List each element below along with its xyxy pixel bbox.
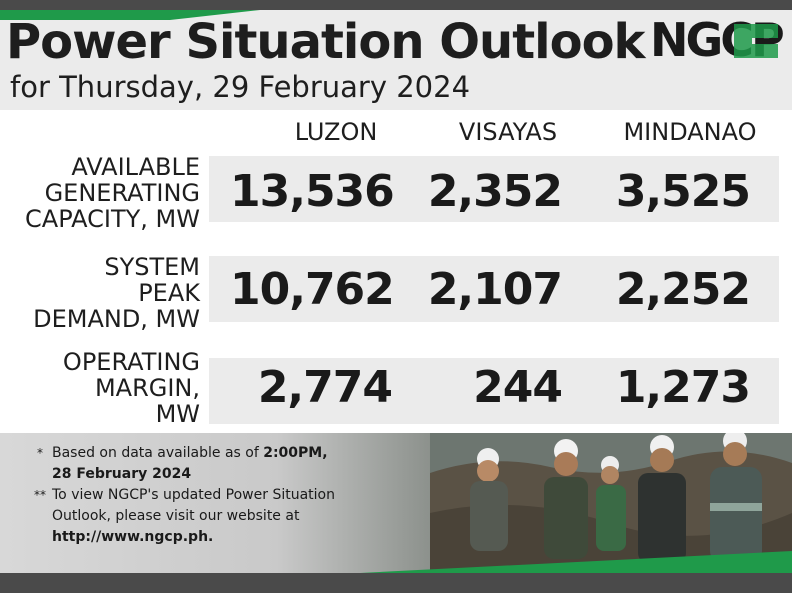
footnote-date: 28 February 2024 <box>52 466 192 482</box>
row-label-line: AVAILABLE <box>71 153 200 181</box>
row-label-line: OPERATING <box>62 348 200 376</box>
value-visayas-capacity: 2,352 <box>427 166 563 217</box>
row-label-line: CAPACITY, MW <box>25 205 200 233</box>
row-label-line: GENERATING <box>44 179 200 207</box>
value-luzon-demand: 10,762 <box>230 264 395 315</box>
footnote-text: To view NGCP's updated Power Situation <box>52 487 335 503</box>
logo-green-swoosh <box>734 24 778 58</box>
ngcp-logo: NGCP <box>650 16 785 64</box>
value-visayas-demand: 2,107 <box>427 264 563 315</box>
footnote-marker: ** <box>34 488 46 502</box>
row-band-margin <box>209 358 779 424</box>
footnote-text: Outlook, please visit our website at <box>52 508 300 524</box>
footnote-1: * Based on data available as of 2:00PM, … <box>30 443 370 485</box>
worker-5 <box>710 433 762 563</box>
value-mindanao-capacity: 3,525 <box>615 166 751 217</box>
footnote-2: ** To view NGCP's updated Power Situatio… <box>30 485 370 548</box>
worker-4 <box>638 435 686 563</box>
value-mindanao-margin: 1,273 <box>615 362 751 413</box>
column-header-luzon: LUZON <box>294 118 378 146</box>
row-label-margin: OPERATING MARGIN, MW <box>0 349 200 427</box>
row-label-demand: SYSTEM PEAK DEMAND, MW <box>0 254 200 332</box>
footnote-text: Based on data available as of <box>52 445 264 461</box>
bottom-dark-bar <box>0 573 792 593</box>
website-link[interactable]: http://www.ngcp.ph. <box>52 529 214 545</box>
header-band <box>0 10 792 110</box>
worker-2 <box>544 439 588 559</box>
value-mindanao-demand: 2,252 <box>615 264 751 315</box>
footnotes: * Based on data available as of 2:00PM, … <box>30 443 370 548</box>
row-label-line: DEMAND, MW <box>33 305 200 333</box>
row-label-line: PEAK <box>138 279 200 307</box>
worker-3 <box>596 456 626 551</box>
column-header-mindanao: MINDANAO <box>623 118 757 146</box>
top-green-stripe <box>0 10 260 20</box>
row-label-line: MW <box>155 400 200 428</box>
footnote-marker: * <box>37 446 43 460</box>
column-header-visayas: VISAYAS <box>458 118 558 146</box>
bottom-photo-section: * Based on data available as of 2:00PM, … <box>0 433 792 573</box>
row-band-capacity <box>209 156 779 222</box>
page-title: Power Situation Outlook <box>6 14 645 70</box>
value-visayas-margin: 244 <box>473 362 563 413</box>
page-subtitle: for Thursday, 29 February 2024 <box>10 70 471 104</box>
bottom-green-stripe <box>360 551 792 573</box>
row-label-line: MARGIN, <box>94 374 200 402</box>
worker-1 <box>470 448 508 551</box>
row-label-line: SYSTEM <box>104 253 200 281</box>
workers-photo <box>430 433 792 573</box>
row-band-demand <box>209 256 779 322</box>
value-luzon-margin: 2,774 <box>257 362 393 413</box>
row-label-capacity: AVAILABLE GENERATING CAPACITY, MW <box>0 154 200 232</box>
top-dark-bar <box>0 0 792 10</box>
value-luzon-capacity: 13,536 <box>230 166 395 217</box>
footnote-time: 2:00PM, <box>263 445 328 461</box>
